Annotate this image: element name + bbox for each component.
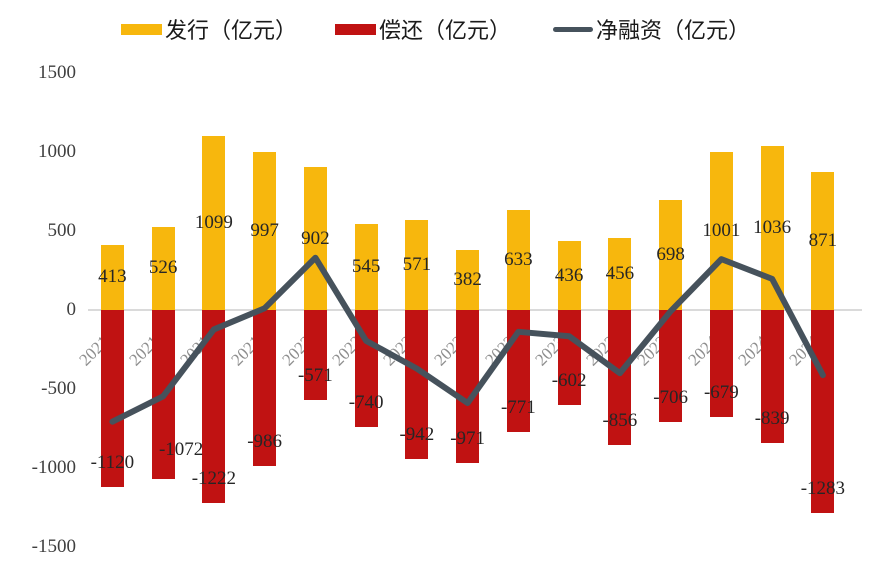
legend-item-issuance: 发行（亿元）	[121, 16, 298, 43]
bar-value-label: -571	[297, 365, 333, 387]
bar-value-label: 871	[808, 230, 838, 252]
bar-value-label: 1099	[194, 212, 233, 234]
bar-value-label: 902	[301, 227, 330, 249]
legend-item-net-financing: 净融资（亿元）	[553, 16, 751, 43]
bar-value-label: 997	[250, 220, 279, 242]
bar-value-label: -986	[247, 430, 283, 452]
bar-value-label: 698	[656, 243, 685, 265]
bar-value-label: 436	[554, 264, 584, 286]
issuance-legend-label: 发行（亿元）	[165, 18, 298, 43]
bar-value-label: -1120	[90, 451, 135, 473]
y-axis-tick-label: -1000	[31, 457, 76, 478]
bar-value-label: -942	[399, 423, 435, 445]
y-axis-tick-label: 1500	[38, 62, 76, 83]
bar-value-label: 571	[402, 253, 432, 275]
bar-value-label: 413	[98, 266, 127, 288]
bar-value-label: -771	[500, 396, 536, 418]
y-axis-tick-label: 1000	[38, 141, 76, 162]
repayment-legend-label: 偿还（亿元）	[379, 18, 512, 43]
net-financing-legend-label: 净融资（亿元）	[596, 18, 751, 43]
issuance-legend-swatch	[121, 23, 162, 35]
bar-value-label: 633	[504, 248, 533, 270]
repayment-legend-swatch	[335, 23, 376, 35]
bar-value-label: 526	[148, 257, 178, 279]
bar-value-label: 1001	[702, 219, 741, 241]
bar-value-label: 382	[453, 268, 482, 290]
legend-item-repayment: 偿还（亿元）	[335, 16, 512, 43]
y-axis-tick-label: -500	[41, 378, 76, 399]
bar-value-label: -856	[602, 410, 638, 432]
y-axis-tick-label: 0	[66, 299, 77, 320]
y-axis-tick-label: -1500	[31, 536, 76, 557]
bar-value-label: -679	[703, 382, 739, 404]
bar-value-label: 456	[605, 262, 635, 284]
bar-value-label: -1283	[800, 477, 846, 499]
bar-value-label: 545	[351, 255, 381, 277]
bar-value-label: -1222	[191, 468, 237, 490]
y-axis-tick-label: 500	[47, 220, 77, 241]
bar-value-label: -1072	[158, 439, 204, 461]
bar-value-label: -971	[450, 428, 486, 450]
bar-value-label: -839	[754, 407, 790, 429]
bar-value-label: -602	[551, 370, 587, 392]
net-financing-legend-line-swatch	[553, 26, 593, 32]
bar-value-label: -740	[348, 391, 384, 413]
bar-value-label: 1036	[753, 217, 792, 239]
bar-value-label: -706	[653, 386, 689, 408]
